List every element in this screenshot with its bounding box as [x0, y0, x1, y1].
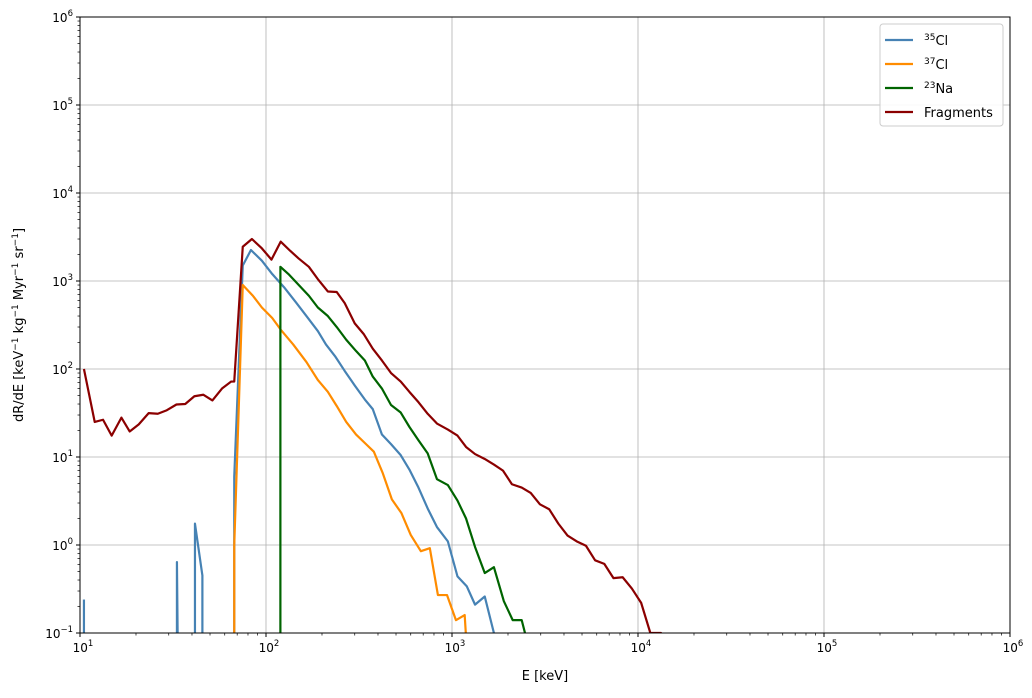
legend-label-name: Fragments — [924, 106, 993, 121]
x-tick-label-exp: 5 — [832, 639, 837, 649]
legend-label: 35Cl — [924, 33, 948, 49]
y-axis-label-exp: −1 — [11, 233, 21, 246]
y-tick-label: 103 — [52, 273, 73, 289]
y-tick-label: 101 — [52, 449, 73, 465]
y-tick-label-base: 10 — [52, 187, 67, 201]
legend-label-sup: 35 — [924, 33, 935, 43]
legend-label: 23Na — [924, 81, 953, 97]
series-layer — [82, 237, 663, 633]
y-tick-label-exp: −1 — [60, 625, 73, 635]
y-axis-label-part: ] — [12, 228, 27, 233]
series-line — [193, 522, 204, 633]
y-tick-label: 10−1 — [45, 625, 73, 641]
y-tick-label-base: 10 — [52, 275, 67, 289]
x-tick-label-base: 10 — [631, 641, 646, 655]
x-tick-label-exp: 3 — [460, 639, 465, 649]
y-axis-label-exp: −1 — [11, 337, 21, 350]
x-tick-label-exp: 2 — [274, 639, 279, 649]
legend-entry: Fragments — [885, 106, 993, 121]
y-tick-label-exp: 2 — [68, 361, 73, 371]
y-axis-label: dR/dE [keV−1 kg−1 Myr−1 sr−1] — [11, 228, 27, 422]
y-tick-label-base: 10 — [52, 539, 67, 553]
y-tick-label: 102 — [52, 361, 73, 377]
x-tick-label-exp: 4 — [646, 639, 651, 649]
y-axis-label-exp: −1 — [11, 304, 21, 317]
y-tick-label: 106 — [52, 9, 73, 25]
series-2 — [279, 265, 527, 633]
y-tick-label-exp: 3 — [68, 273, 73, 283]
x-tick-label: 105 — [817, 639, 838, 655]
legend-label-name: Cl — [935, 34, 948, 49]
legend-label-sup: 37 — [924, 57, 935, 67]
series-line — [279, 265, 527, 633]
x-tick-label: 106 — [1003, 639, 1024, 655]
x-tick-label-base: 10 — [445, 641, 460, 655]
legend-label-name: Na — [935, 82, 953, 97]
y-tick-label-base: 10 — [52, 451, 67, 465]
tick-layer: 101 102 103 104 105 10610−1100101102103104105… — [45, 9, 1023, 655]
x-tick-label-exp: 1 — [88, 639, 93, 649]
y-tick-label-base: 10 — [45, 627, 60, 641]
x-tick-label: 104 — [631, 639, 652, 655]
plot-frame — [79, 16, 1011, 634]
y-axis-label-part: kg — [12, 318, 27, 338]
legend-label: Fragments — [924, 106, 993, 121]
y-axis-label-part: sr — [12, 246, 27, 263]
x-axis-label: E [keV] — [522, 669, 568, 684]
series-line — [233, 283, 467, 633]
y-tick-label: 104 — [52, 185, 73, 201]
x-tick-label-base: 10 — [259, 641, 274, 655]
legend-entry: 35Cl — [885, 33, 948, 49]
y-tick-label-base: 10 — [52, 11, 67, 25]
legend-label-name: Cl — [935, 58, 948, 73]
y-tick-label-exp: 1 — [68, 449, 73, 459]
x-tick-label: 103 — [445, 639, 466, 655]
x-tick-label: 101 — [73, 639, 94, 655]
y-tick-label-exp: 4 — [68, 185, 73, 195]
series-1 — [233, 283, 467, 633]
y-axis-label-exp: −1 — [11, 263, 21, 276]
series-3 — [82, 237, 663, 633]
series-line — [175, 560, 179, 633]
x-tick-label-exp: 6 — [1018, 639, 1023, 649]
legend-label-sup: 23 — [924, 81, 935, 91]
y-tick-label-exp: 0 — [68, 537, 73, 547]
y-tick-label-exp: 5 — [68, 97, 73, 107]
y-tick-label: 105 — [52, 97, 73, 113]
legend-entry: 37Cl — [885, 57, 948, 73]
x-tick-label-base: 10 — [73, 641, 88, 655]
y-axis-label-part: Myr — [12, 275, 27, 304]
y-tick-label-base: 10 — [52, 99, 67, 113]
y-tick-label: 100 — [52, 537, 73, 553]
x-tick-label-base: 10 — [1003, 641, 1018, 655]
series-0 — [82, 248, 496, 633]
series-line — [233, 248, 496, 633]
legend-box — [879, 23, 1004, 127]
y-tick-label-exp: 6 — [68, 9, 73, 19]
x-tick-label-base: 10 — [817, 641, 832, 655]
series-line — [82, 237, 663, 633]
x-tick-label: 102 — [259, 639, 280, 655]
y-tick-label-base: 10 — [52, 363, 67, 377]
y-axis-label-part: dR/dE [keV — [12, 351, 27, 422]
legend-label: 37Cl — [924, 57, 948, 73]
legend-entry: 23Na — [885, 81, 953, 97]
